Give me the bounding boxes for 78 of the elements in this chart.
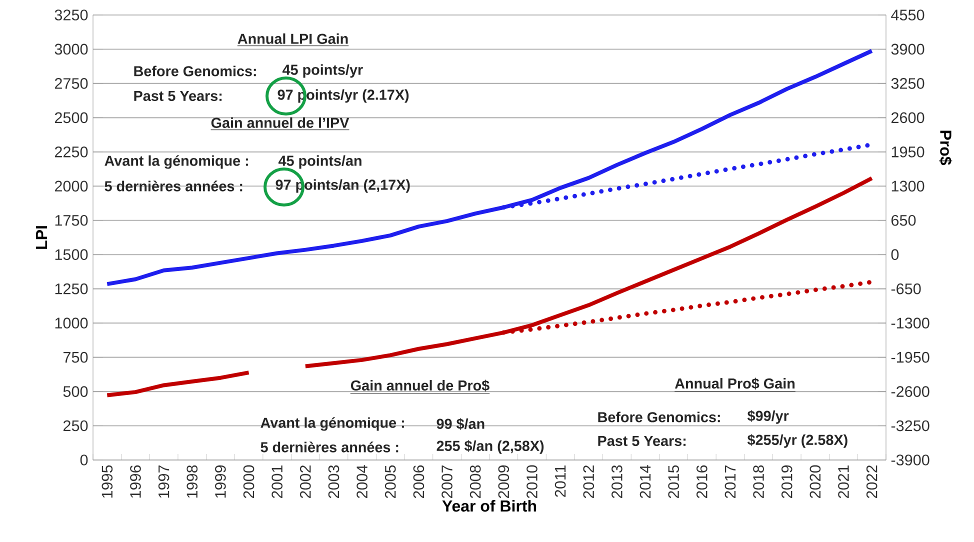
annotation: 45 points/an [278, 155, 362, 169]
y2-tick-label: -3250 [891, 420, 930, 432]
y-tick-label: 0 [80, 454, 88, 466]
x-tick-label: 1998 [186, 465, 198, 498]
y-tick-label: 2250 [54, 146, 88, 158]
annotation: Annual LPI Gain [238, 33, 348, 44]
y2-tick-label: 3900 [891, 44, 924, 55]
x-tick-label: 2009 [498, 465, 510, 498]
x-tick-label: 2016 [696, 465, 708, 498]
x-tick-label: 2006 [413, 465, 424, 498]
y2-tick-label: -650 [891, 283, 921, 294]
annotation: Gain annuel de l’IPV [211, 117, 350, 128]
line-series [105, 48, 874, 286]
annotation: 255 $/an (2,58X) [436, 440, 544, 454]
y2-tick-label: 650 [891, 214, 916, 226]
x-tick-label: 2020 [810, 465, 821, 498]
y-tick-label: 1750 [55, 214, 88, 226]
y-tick-label: 2750 [54, 78, 88, 89]
y-tick-label: 3000 [54, 44, 88, 55]
x-tick-label: 2003 [328, 465, 340, 498]
x-axis-title: Year of Birth [442, 500, 536, 512]
annotation: $99/yr [747, 410, 789, 424]
x-tick-label: 2014 [640, 465, 651, 498]
x-tick-label: 2019 [781, 465, 792, 498]
annotation: 5 dernières années : [104, 180, 242, 192]
y2-tick-label: 1950 [892, 146, 924, 158]
x-tick-label: 1997 [158, 465, 170, 498]
y-tick-label: 2500 [54, 112, 88, 124]
annotation: Avant la génomique : [104, 155, 248, 169]
annotation: Annual Pro$ Gain [674, 378, 795, 390]
y-tick-label: 250 [63, 420, 88, 432]
x-tick-label: 2013 [612, 465, 622, 498]
annotation: Before Genomics: [598, 412, 720, 422]
x-tick-label: 2010 [526, 465, 538, 498]
x-tick-label: 2000 [243, 465, 254, 498]
annotation: Before Genomics: [134, 66, 256, 76]
x-tick-label: 2022 [866, 465, 878, 498]
y-tick-label: 3250 [54, 10, 88, 20]
y2-tick-label: 0 [891, 249, 899, 260]
x-tick-label: 2011 [554, 465, 566, 497]
annotation: Past 5 Years: [134, 90, 222, 102]
annotation: 99 $/an [436, 418, 484, 430]
x-tick-label: 2021 [838, 465, 849, 498]
y2-tick-label: -1950 [891, 352, 930, 363]
y2-tick-label: 1300 [892, 180, 924, 192]
y2-tick-label: -3900 [891, 454, 930, 466]
y2-tick-label: -1300 [891, 318, 930, 328]
y-tick-label: 750 [64, 352, 88, 363]
y-tick-label: 1500 [55, 249, 88, 260]
x-tick-label: 1996 [130, 465, 141, 498]
annotation: Avant la génomique : [260, 417, 404, 431]
annotation: 45 points/yr [282, 64, 363, 78]
x-tick-label: 2005 [384, 465, 396, 498]
y-tick-label: 1000 [55, 318, 88, 328]
x-tick-label: 2017 [724, 465, 736, 498]
y-axis-title: LPI [36, 226, 48, 249]
x-tick-label: 2008 [470, 465, 481, 498]
x-tick-label: 2015 [668, 465, 680, 498]
y-tick-label: 1250 [55, 283, 88, 294]
annotation: Gain annuel de Pro$ [350, 380, 490, 392]
x-tick-label: 2002 [300, 465, 311, 498]
y-tick-label: 2000 [54, 180, 88, 192]
y2-tick-label: -2600 [891, 386, 930, 397]
x-tick-label: 2001 [272, 465, 283, 498]
y2-tick-label: 4550 [891, 10, 924, 20]
x-tick-label: 1999 [215, 465, 226, 498]
annotation: 5 dernières années : [260, 442, 398, 452]
y2-tick-label: 3250 [891, 78, 924, 89]
x-tick-label: 2004 [356, 465, 368, 498]
y2-tick-label: 2600 [891, 112, 924, 124]
annotation: $255/yr (2.58X) [747, 434, 848, 448]
y2-axis-title: Pro$ [939, 130, 952, 166]
x-tick-label: 2018 [753, 465, 764, 498]
x-tick-label: 1995 [102, 465, 113, 498]
y-tick-label: 500 [63, 386, 88, 397]
annotation: Past 5 Years: [598, 436, 686, 446]
x-tick-label: 2007 [442, 465, 452, 498]
x-tick-label: 2012 [583, 465, 594, 498]
